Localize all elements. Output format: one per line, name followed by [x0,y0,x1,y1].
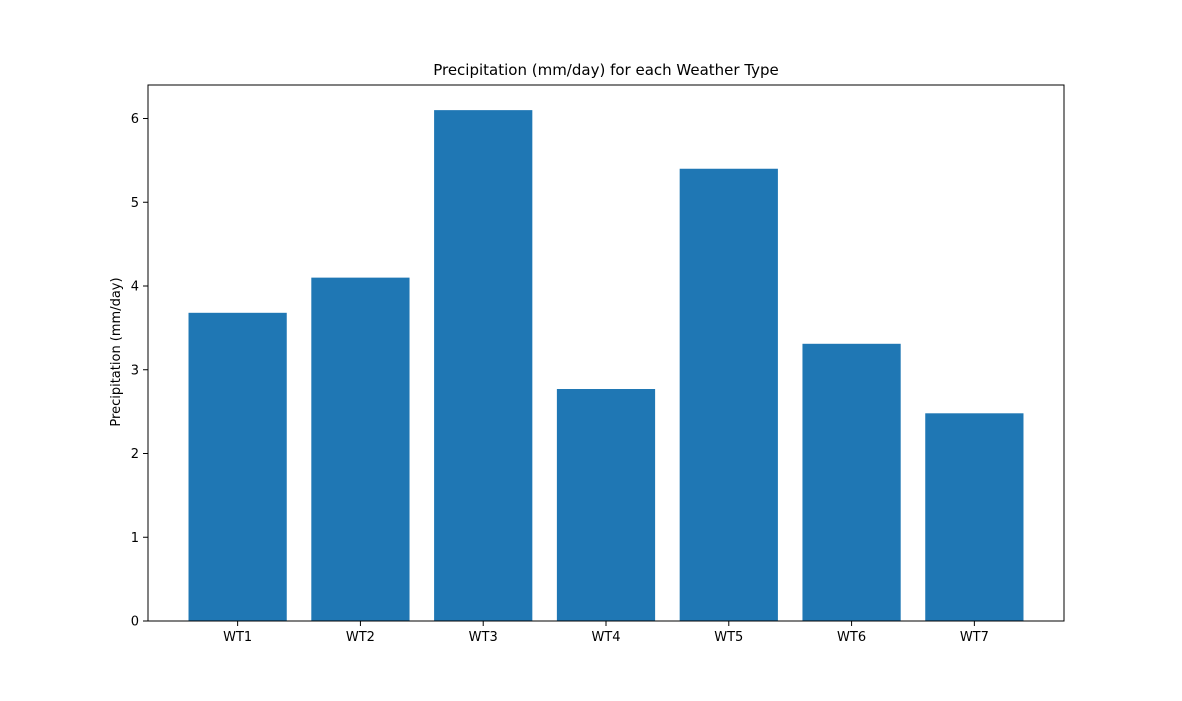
x-tick-label: WT6 [837,630,866,645]
y-axis-label: Precipitation (mm/day) [109,277,124,426]
y-tick-label: 5 [131,196,139,211]
x-tick-label: WT4 [591,630,620,645]
bar-wt5 [679,168,778,621]
y-tick-label: 4 [131,280,139,295]
plot-area-frame [147,84,1065,622]
x-tick-label: WT2 [346,630,375,645]
bar-wt4 [556,389,656,621]
chart-title: Precipitation (mm/day) for each Weather … [433,61,779,79]
y-tick-label: 1 [131,531,139,546]
x-tick-label: WT1 [223,630,252,645]
y-tick-label: 2 [131,447,139,462]
bar-wt1 [188,312,287,621]
y-tick-label: 0 [131,615,139,630]
bar-wt3 [434,110,533,621]
bar-wt6 [802,343,901,621]
bar-wt7 [925,413,1024,621]
y-tick-label: 3 [131,363,139,378]
ticks-layer: WT1 WT2 WT3 WT4 WT5 WT6 WT7 0 1 2 3 4 5 6 [131,112,989,645]
bars-layer [188,110,1024,621]
y-tick-label: 6 [131,112,139,127]
x-tick-label: WT5 [714,630,743,645]
x-tick-label: WT7 [960,630,989,645]
bar-wt2 [311,277,410,621]
x-tick-label: WT3 [469,630,498,645]
